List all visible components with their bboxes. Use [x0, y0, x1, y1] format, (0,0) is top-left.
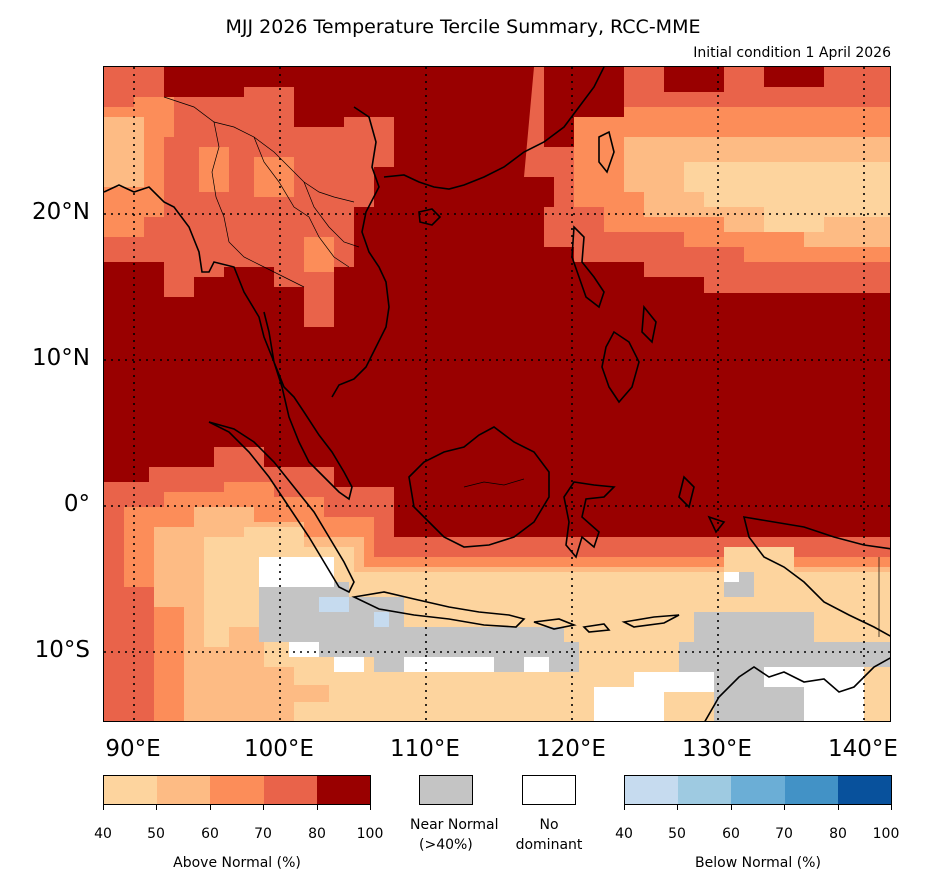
map-title: MJJ 2026 Temperature Tercile Summary, RC…: [225, 16, 701, 38]
above-normal-swatch-60: [210, 776, 264, 804]
above-tick-60: 60: [201, 826, 219, 842]
below-normal-label: Below Normal (%): [695, 855, 821, 871]
lat-label-10s: 10°S: [34, 637, 90, 663]
above-normal-label: Above Normal (%): [173, 855, 301, 871]
above-tick-80: 80: [308, 826, 326, 842]
near-normal-swatch: [419, 775, 473, 805]
above-tick-100: 100: [356, 826, 384, 842]
above-normal-swatch-80: [316, 776, 371, 804]
below-normal-swatch-70: [784, 776, 838, 804]
region-north-60b: [199, 147, 334, 272]
country-borders: [163, 96, 880, 637]
above-tick-50: 50: [147, 826, 165, 842]
near-normal-label-line1: Near Normal: [410, 817, 499, 833]
below-normal-colorbar: [624, 775, 892, 805]
lon-label-110e: 110°E: [390, 736, 460, 762]
above-normal-swatch-70: [263, 776, 317, 804]
region-ne-80-patches: [544, 67, 824, 147]
no-dominant-label-line1: No: [539, 817, 559, 833]
above-normal-swatch-40: [104, 776, 158, 804]
below-normal-swatch-60: [731, 776, 785, 804]
above-tick-70: 70: [254, 826, 272, 842]
below-tick-80: 80: [829, 826, 847, 842]
region-no-dominant: [259, 557, 864, 721]
above-normal-colorbar: [103, 775, 371, 805]
below-tick-70: 70: [775, 826, 793, 842]
coastlines: [104, 67, 890, 721]
lat-label-0: 0°: [63, 491, 90, 517]
region-south-50b: [229, 627, 329, 721]
map-canvas: [104, 67, 890, 721]
below-normal-swatch-40: [625, 776, 679, 804]
lon-label-100e: 100°E: [244, 736, 314, 762]
below-tick-40: 40: [615, 826, 633, 842]
lon-label-140e: 140°E: [828, 736, 898, 762]
no-dominant-label-line2: dominant: [515, 837, 583, 853]
lon-label-90e: 90°E: [105, 736, 161, 762]
above-normal-swatch-50: [157, 776, 211, 804]
below-normal-swatch-50: [678, 776, 732, 804]
below-tick-50: 50: [668, 826, 686, 842]
region-below-40: [319, 597, 389, 627]
no-dominant-swatch: [522, 775, 576, 805]
forecast-map: [103, 66, 891, 722]
graticule: [104, 67, 890, 721]
map-subtitle: Initial condition 1 April 2026: [693, 45, 891, 61]
near-normal-label-line2: (>40%): [419, 837, 473, 853]
region-north-50: [104, 117, 144, 187]
below-tick-100: 100: [872, 826, 900, 842]
above-tick-40: 40: [94, 826, 112, 842]
lon-label-120e: 120°E: [536, 736, 606, 762]
below-normal-swatch-80: [837, 776, 892, 804]
lon-label-130e: 130°E: [682, 736, 752, 762]
lat-label-20n: 20°N: [32, 199, 90, 225]
region-ne-40: [684, 162, 890, 232]
below-tick-60: 60: [722, 826, 740, 842]
lat-label-10n: 10°N: [32, 345, 90, 371]
